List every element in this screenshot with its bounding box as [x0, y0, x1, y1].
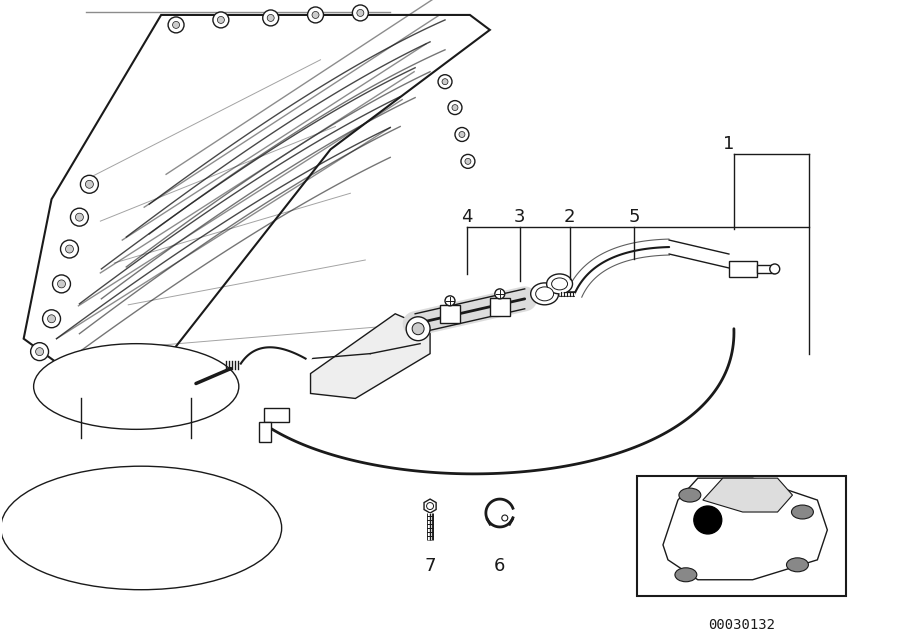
Ellipse shape: [675, 568, 697, 582]
Circle shape: [308, 7, 323, 23]
Circle shape: [502, 515, 508, 521]
Ellipse shape: [546, 274, 572, 294]
Circle shape: [66, 245, 74, 253]
Circle shape: [52, 275, 70, 293]
Ellipse shape: [74, 359, 199, 415]
Text: 3: 3: [514, 208, 526, 226]
Polygon shape: [310, 314, 430, 398]
Text: 1: 1: [724, 135, 734, 154]
Circle shape: [173, 22, 179, 29]
Polygon shape: [424, 499, 436, 513]
Ellipse shape: [787, 558, 808, 572]
Ellipse shape: [85, 501, 198, 555]
Circle shape: [70, 208, 88, 226]
Bar: [440, 305, 460, 323]
Ellipse shape: [50, 350, 223, 424]
Circle shape: [218, 17, 224, 23]
Circle shape: [76, 213, 84, 221]
Text: 7: 7: [424, 557, 436, 575]
Circle shape: [495, 289, 505, 299]
Ellipse shape: [531, 283, 559, 305]
Circle shape: [448, 100, 462, 114]
Circle shape: [445, 296, 455, 306]
Circle shape: [459, 131, 465, 137]
Circle shape: [58, 280, 66, 288]
Bar: [490, 298, 509, 316]
Circle shape: [31, 343, 49, 361]
Ellipse shape: [679, 488, 701, 502]
Circle shape: [406, 317, 430, 341]
Circle shape: [357, 10, 364, 17]
Circle shape: [36, 347, 43, 356]
Circle shape: [267, 15, 274, 22]
Ellipse shape: [791, 505, 814, 519]
Bar: [637, 476, 847, 596]
Circle shape: [694, 506, 722, 534]
Circle shape: [312, 11, 319, 18]
Text: 2: 2: [563, 208, 575, 226]
Text: 5: 5: [628, 208, 640, 226]
Ellipse shape: [96, 506, 186, 550]
Circle shape: [452, 105, 458, 110]
Bar: [729, 261, 757, 277]
Circle shape: [770, 264, 779, 274]
Ellipse shape: [66, 356, 207, 417]
Circle shape: [80, 175, 98, 193]
Ellipse shape: [24, 476, 257, 580]
Circle shape: [438, 75, 452, 89]
Ellipse shape: [41, 347, 230, 426]
Ellipse shape: [13, 471, 270, 585]
Bar: [264, 408, 289, 422]
Ellipse shape: [33, 344, 238, 429]
Ellipse shape: [49, 486, 234, 570]
Circle shape: [213, 12, 229, 28]
Ellipse shape: [536, 287, 554, 301]
Polygon shape: [703, 478, 793, 512]
Circle shape: [455, 128, 469, 142]
Ellipse shape: [73, 496, 210, 560]
Circle shape: [461, 154, 475, 168]
Bar: [258, 422, 271, 443]
Bar: [757, 265, 775, 273]
Polygon shape: [23, 15, 490, 403]
Circle shape: [412, 323, 424, 335]
Circle shape: [442, 79, 448, 84]
Text: 00030132: 00030132: [708, 618, 776, 632]
Text: 6: 6: [494, 557, 506, 575]
Ellipse shape: [58, 352, 215, 420]
Circle shape: [353, 5, 368, 21]
Ellipse shape: [552, 278, 568, 290]
Circle shape: [168, 17, 184, 33]
Text: 4: 4: [461, 208, 472, 226]
Polygon shape: [663, 478, 827, 580]
Circle shape: [42, 310, 60, 328]
Circle shape: [48, 315, 56, 323]
Ellipse shape: [37, 481, 246, 575]
Circle shape: [60, 240, 78, 258]
Circle shape: [427, 502, 434, 509]
Ellipse shape: [1, 466, 282, 590]
Circle shape: [465, 158, 471, 164]
Circle shape: [263, 10, 279, 26]
Circle shape: [86, 180, 94, 188]
Ellipse shape: [60, 491, 222, 565]
Ellipse shape: [81, 361, 191, 411]
